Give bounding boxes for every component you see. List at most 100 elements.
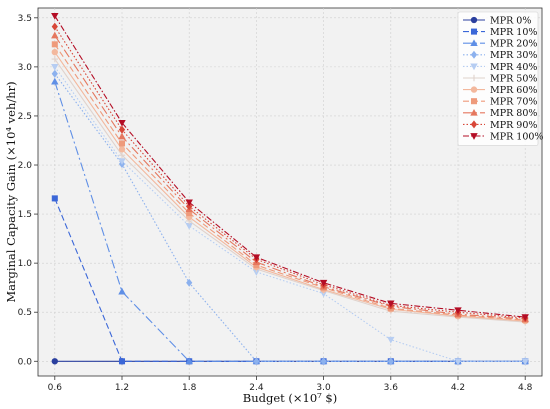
legend-marker: [470, 98, 478, 105]
legend-item: MPR 90%: [463, 120, 537, 131]
legend-marker: [470, 50, 478, 59]
x-tick-label: 1.2: [115, 383, 129, 393]
series-line: [54, 58, 526, 323]
y-tick-label: 1.0: [18, 259, 33, 269]
data-point: [387, 336, 395, 344]
data-point: [185, 199, 193, 207]
legend-label: MPR 70%: [490, 97, 537, 108]
legend-item: MPR 40%: [463, 62, 537, 73]
legend-item: MPR 60%: [463, 85, 537, 96]
y-tick-label: 1.5: [18, 210, 32, 220]
data-point: [51, 195, 58, 202]
legend-item: MPR 50%: [463, 73, 537, 84]
data-point: [51, 22, 58, 31]
legend-label: MPR 40%: [490, 62, 537, 73]
series-line: [54, 51, 526, 322]
data-point: [186, 202, 193, 211]
data-point: [118, 152, 126, 159]
series-line: [54, 44, 526, 321]
data-point: [521, 358, 529, 366]
legend-item: MPR 100%: [463, 131, 543, 142]
legend-box: [457, 11, 539, 146]
y-tick-label: 3.5: [18, 14, 32, 24]
legend-marker: [470, 86, 478, 93]
data-point: [51, 358, 58, 365]
legend: MPR 0%MPR 10%MPR 20%MPR 30%MPR 40%MPR 50…: [457, 11, 543, 146]
series-line: [54, 66, 526, 362]
legend-label: MPR 80%: [490, 108, 537, 119]
data-point: [51, 69, 58, 78]
axes: 0.6 1.2 1.8 2.4 3.0 3.6 4.2 4.8 0.0 0.5 1.0 1.5 2.0 2…: [18, 14, 533, 393]
data-point: [118, 146, 126, 153]
legend-item: MPR 70%: [463, 97, 537, 108]
series-line: [54, 15, 526, 318]
series-line: [54, 73, 526, 362]
legend-marker: [470, 108, 478, 116]
legend-marker: [470, 133, 478, 140]
series-line: [54, 26, 526, 319]
legend-label: MPR 10%: [490, 27, 537, 38]
data-point: [51, 55, 58, 63]
data-point: [185, 357, 193, 365]
legend-marker: [470, 120, 478, 129]
legend-label: MPR 50%: [490, 73, 537, 84]
data-point: [118, 158, 126, 165]
data-point: [252, 254, 261, 262]
x-tick-label: 4.2: [451, 383, 465, 393]
data-point: [51, 77, 59, 85]
data-point: [51, 31, 59, 39]
data-point: [118, 125, 126, 134]
data-point: [118, 358, 126, 365]
x-tick-label: 2.4: [249, 383, 264, 393]
legend-label: MPR 30%: [490, 50, 537, 61]
data-point: [51, 41, 58, 48]
x-axis-label: Budget (×10⁷ $): [243, 391, 338, 405]
legend-item: MPR 20%: [463, 39, 537, 50]
data-point: [387, 300, 395, 308]
data-point: [118, 140, 126, 147]
data-point: [118, 132, 126, 140]
legend-item: MPR 0%: [463, 15, 531, 26]
legend-marker: [470, 28, 478, 35]
legend-item: MPR 30%: [463, 50, 537, 61]
data-point: [51, 48, 58, 56]
data-point: [454, 358, 462, 366]
data-point: [319, 279, 328, 287]
y-tick-label: 3.0: [18, 63, 33, 73]
x-tick-label: 3.6: [384, 383, 399, 393]
y-tick-label: 0.0: [18, 357, 33, 367]
x-tick-label: 3.0: [316, 383, 331, 393]
x-tick-label: 1.8: [182, 383, 197, 393]
data-point: [521, 314, 529, 321]
data-point: [454, 307, 462, 315]
x-tick-label: 4.8: [518, 383, 533, 393]
data-point: [118, 119, 126, 127]
data-point: [387, 357, 394, 366]
data-point: [51, 64, 59, 71]
legend-label: MPR 100%: [490, 131, 543, 142]
legend-item: MPR 80%: [463, 108, 537, 119]
y-axis-label: Marginal Capacity Gain (×10⁴ veh/hr): [4, 81, 18, 302]
data-point: [118, 287, 126, 295]
legend-label: MPR 90%: [490, 120, 537, 131]
y-tick-label: 2.5: [18, 112, 32, 122]
data-point: [320, 357, 327, 366]
legend-label: MPR 0%: [490, 15, 531, 26]
legend-label: MPR 20%: [490, 39, 537, 50]
y-tick-label: 0.5: [18, 308, 32, 318]
legend-marker: [470, 16, 478, 24]
legend-marker: [470, 39, 478, 47]
series-line: [54, 35, 526, 320]
data-point: [51, 12, 59, 20]
x-tick-label: 0.6: [48, 383, 63, 393]
series-11: [51, 12, 529, 321]
legend-marker: [470, 74, 478, 82]
data-point: [253, 357, 260, 366]
legend-item: MPR 10%: [463, 27, 537, 38]
legend-marker: [470, 63, 478, 71]
data-point: [186, 278, 193, 287]
legend-label: MPR 60%: [490, 85, 537, 96]
y-tick-label: 2.0: [18, 161, 33, 171]
